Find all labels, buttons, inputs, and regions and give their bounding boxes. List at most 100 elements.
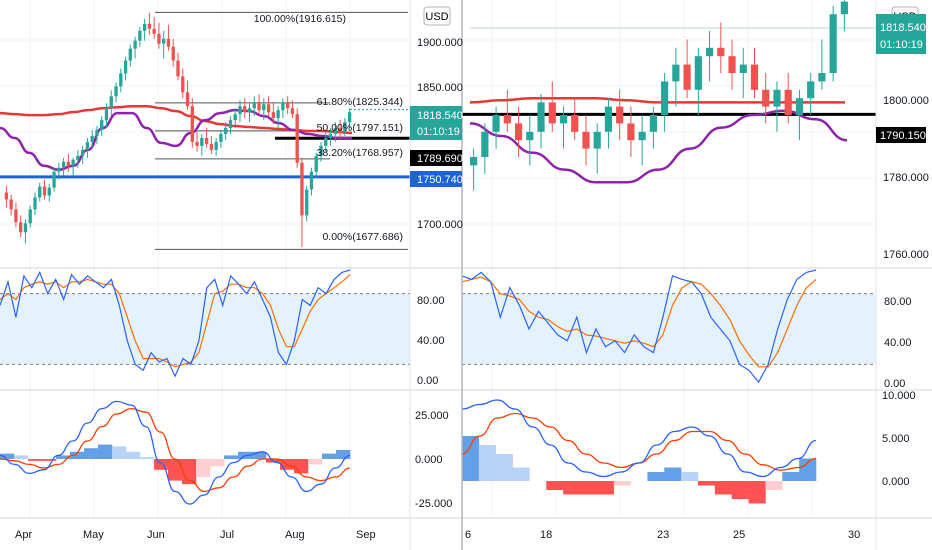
candle-body [238,106,242,115]
candle-body [638,131,646,141]
fib-label-0: 0.00%(1677.686) [322,231,403,243]
stoch-tick: 80.00 [884,296,912,308]
time-tick: May [83,529,104,541]
macd-tick: -25.000 [415,498,452,510]
candle-body [152,28,156,34]
candle-body [76,155,80,160]
macd-tick: 0.000 [882,476,910,488]
countdown-timer: 01:10:19 [417,126,460,138]
moving-average-purple [0,108,352,171]
candle-body [119,73,123,87]
left-macd-axis[interactable]: 25.000 0.000 -25.000 [415,410,452,510]
price-value: 1818.540 [880,22,926,34]
macd-hist-bar [98,444,113,459]
price-tick-label: 1800.000 [883,95,929,107]
candle-body [627,123,635,141]
candle-body [247,108,252,113]
candle-body [33,197,37,210]
candle-body [23,223,28,233]
candle-body [728,56,736,73]
price-tick-label: 1760.000 [883,249,929,261]
candle-body [739,64,747,73]
macd-hist-bar [140,457,155,459]
candle-body [224,128,228,134]
candle-body [604,106,613,132]
macd-tick: 0.000 [415,454,443,466]
macd-hist-bar [782,472,800,481]
candle-body [795,98,804,115]
candle-body [343,122,347,133]
candle-body [185,92,190,107]
stoch-k-line [0,269,351,378]
currency-label[interactable]: USD [423,6,451,26]
right-stoch-axis[interactable]: 80.00 40.00 0.00 [884,296,912,390]
price-tick-label: 1780.000 [883,172,929,184]
candle-body [171,46,175,61]
candle-body [266,104,271,113]
left-level-badge: 1789.690 [410,150,463,166]
macd-hist-bar [84,448,99,459]
macd-hist-bar [512,467,530,481]
candle-body [347,112,352,123]
support-value: 1750.740 [417,174,463,186]
level-value: 1790.150 [880,130,926,142]
stoch-band [462,293,876,365]
left-price-axis[interactable]: USD 1900.000 1850.000 1700.000 [417,6,463,231]
candle-body [582,131,590,149]
macd-hist-bar [799,458,817,481]
left-stochastic-pane[interactable] [0,269,410,378]
candle-body [290,108,295,115]
stoch-d-line [461,276,817,368]
price-tick-label: 1850.000 [417,82,463,94]
candle-body [672,64,680,82]
time-tick: Sep [356,529,376,541]
left-macd-pane[interactable] [0,400,351,505]
candle-body [133,40,137,49]
candle-body [324,137,328,146]
right-time-axis[interactable]: 6 18 23 25 30 [465,529,860,541]
candle-body [333,128,337,134]
left-stoch-axis[interactable]: 80.00 40.00 0.00 [417,295,445,387]
macd-hist-bar [546,481,564,490]
macd-hist-bar [563,481,581,495]
candle-body [80,149,85,156]
macd-hist-bar [70,451,85,459]
macd-tick: 25.000 [415,410,449,422]
candle-body [616,106,624,124]
candle-body [705,47,714,57]
candle-body [4,192,9,200]
candle-body [138,30,142,41]
candle-body [773,89,781,107]
candle-body [503,115,511,124]
fib-label-100: 100.00%(1916.615) [254,13,346,25]
macd-hist-bar [681,472,699,481]
candle-body [271,112,276,119]
candle-body [750,64,759,90]
left-time-axis[interactable]: Apr May Jun Jul Aug Sep [15,529,376,541]
candle-body [683,64,691,90]
candle-body [319,145,323,156]
candle-body [104,108,109,121]
candle-body [181,76,185,93]
candle-body [285,102,290,109]
candle-body [661,81,669,115]
candle-body [204,137,209,144]
left-price-pane[interactable] [0,11,410,250]
left-current-price-badge: 1818.540 01:10:19 [410,106,463,140]
stoch-tick: 40.00 [417,335,445,347]
macd-hist-bar [714,481,733,495]
right-macd-pane[interactable] [461,399,817,504]
candle-body [276,110,280,119]
right-level-badge: 1790.150 [876,127,926,143]
candle-body [829,14,837,73]
candle-body [228,120,233,129]
right-macd-axis[interactable]: 10.000 5.000 0.000 [882,390,916,488]
candle-body [90,135,94,142]
right-price-pane[interactable] [462,0,876,191]
right-stochastic-pane[interactable] [461,269,876,384]
macd-hist-bar [196,459,211,477]
candle-body [123,60,128,74]
macd-signal-line [0,407,351,493]
candle-body [100,120,104,131]
candle-body [85,141,90,150]
